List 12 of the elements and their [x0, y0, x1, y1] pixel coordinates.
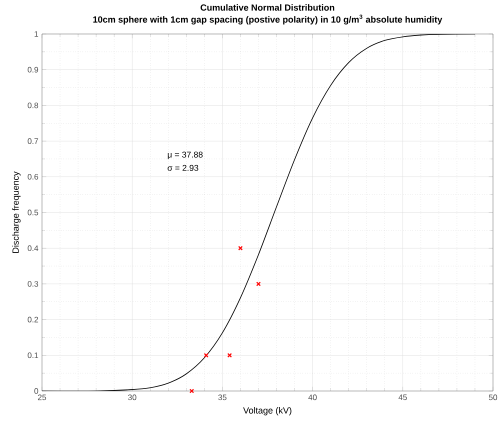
annotation: μ = 37.88 [168, 152, 203, 160]
point [256, 282, 261, 286]
chart-title: Cumulative Normal Distribution [200, 4, 334, 11]
y-axis-title: Discharge frequency [12, 171, 21, 253]
chart-subtitle: 10cm sphere with 1cm gap spacing (postive polarity) in 10 g/m$^{3}$ absolute humidity [93, 14, 442, 25]
annotation: σ = 2.93 [168, 164, 198, 171]
x-axis-title: Voltage (kV) [243, 407, 292, 416]
line-series [42, 34, 476, 391]
point [189, 388, 194, 394]
point [204, 352, 209, 358]
point [238, 246, 243, 251]
point [227, 352, 232, 358]
